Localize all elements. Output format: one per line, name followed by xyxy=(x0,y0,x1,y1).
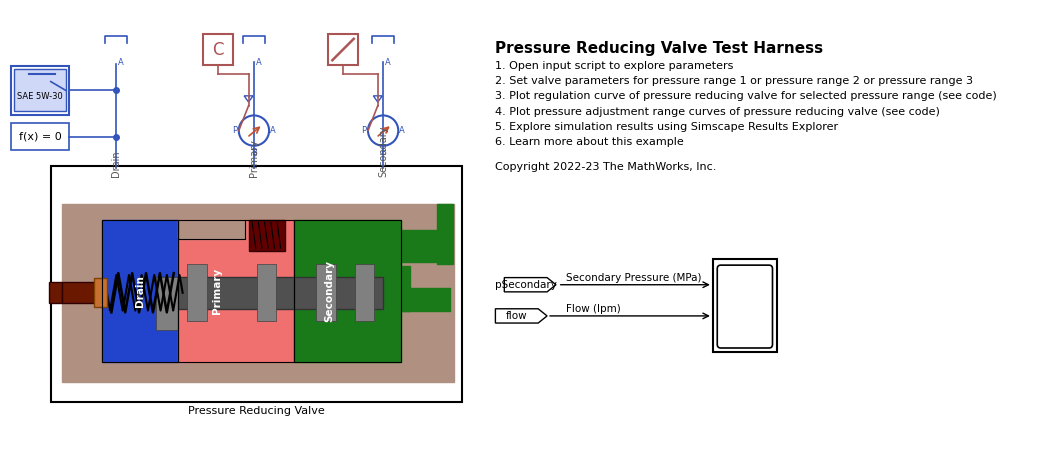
Text: Copyright 2022-23 The MathWorks, Inc.: Copyright 2022-23 The MathWorks, Inc. xyxy=(494,162,716,172)
Text: A: A xyxy=(256,58,261,67)
Bar xyxy=(250,219,286,251)
Text: 1. Open input script to explore parameters: 1. Open input script to explore paramete… xyxy=(494,61,733,71)
Text: B: B xyxy=(380,148,386,156)
Text: A: A xyxy=(399,126,405,135)
Text: Secondary: Secondary xyxy=(325,260,335,322)
Text: Secondary Pressure (MPa): Secondary Pressure (MPa) xyxy=(566,273,701,283)
Bar xyxy=(294,219,401,362)
Bar xyxy=(11,123,70,150)
Polygon shape xyxy=(495,309,547,323)
Bar xyxy=(94,278,106,307)
Bar xyxy=(102,219,178,362)
Text: flow: flow xyxy=(506,311,528,321)
Bar xyxy=(15,69,66,111)
Bar xyxy=(384,266,410,311)
Text: Primary: Primary xyxy=(249,139,259,177)
Bar xyxy=(51,166,463,403)
Bar xyxy=(178,219,294,362)
Text: Primary: Primary xyxy=(212,268,221,314)
Text: pSecondary: pSecondary xyxy=(494,280,557,290)
Bar xyxy=(102,219,178,362)
Text: Secondary: Secondary xyxy=(378,126,388,177)
Text: 4. Plot pressure adjustment range curves of pressure reducing valve (see code): 4. Plot pressure adjustment range curves… xyxy=(494,106,939,117)
Bar xyxy=(384,288,450,311)
Bar xyxy=(156,277,178,330)
Bar xyxy=(178,219,245,239)
Text: 2. Set valve parameters for pressure range 1 or pressure range 2 or pressure ran: 2. Set valve parameters for pressure ran… xyxy=(494,76,973,86)
Text: 3. Plot regulation curve of pressure reducing valve for selected pressure range : 3. Plot regulation curve of pressure red… xyxy=(494,92,996,101)
Bar xyxy=(62,282,94,304)
Text: Pressure Reducing Valve Test Harness: Pressure Reducing Valve Test Harness xyxy=(494,42,822,57)
Text: P: P xyxy=(232,126,237,135)
Bar xyxy=(328,35,358,64)
Text: Drain: Drain xyxy=(135,275,144,307)
Bar xyxy=(294,219,401,362)
Text: A: A xyxy=(118,58,123,67)
Bar xyxy=(713,259,777,353)
Bar xyxy=(48,282,62,304)
Text: Flow (lpm): Flow (lpm) xyxy=(566,304,621,314)
Bar xyxy=(188,264,207,321)
Bar xyxy=(354,264,374,321)
Bar xyxy=(316,264,336,321)
Text: f(x) = 0: f(x) = 0 xyxy=(19,132,61,142)
Text: Pressure Reducing Valve: Pressure Reducing Valve xyxy=(189,406,325,416)
Text: 5. Explore simulation results using Simscape Results Explorer: 5. Explore simulation results using Sims… xyxy=(494,122,838,132)
Text: 6. Learn more about this example: 6. Learn more about this example xyxy=(494,137,683,147)
Text: SAE 5W-30: SAE 5W-30 xyxy=(17,92,63,101)
Bar xyxy=(11,65,70,114)
Bar xyxy=(178,219,294,362)
Bar xyxy=(62,204,454,382)
Bar xyxy=(436,204,452,264)
Bar xyxy=(203,35,233,64)
Bar xyxy=(256,264,276,321)
Text: B: B xyxy=(251,148,257,156)
Polygon shape xyxy=(504,277,555,292)
Text: P: P xyxy=(362,126,366,135)
Text: A: A xyxy=(385,58,391,67)
Text: C: C xyxy=(213,41,225,58)
Text: Drain: Drain xyxy=(111,150,121,177)
Bar xyxy=(156,277,384,309)
Text: A: A xyxy=(270,126,276,135)
Bar xyxy=(312,230,450,262)
